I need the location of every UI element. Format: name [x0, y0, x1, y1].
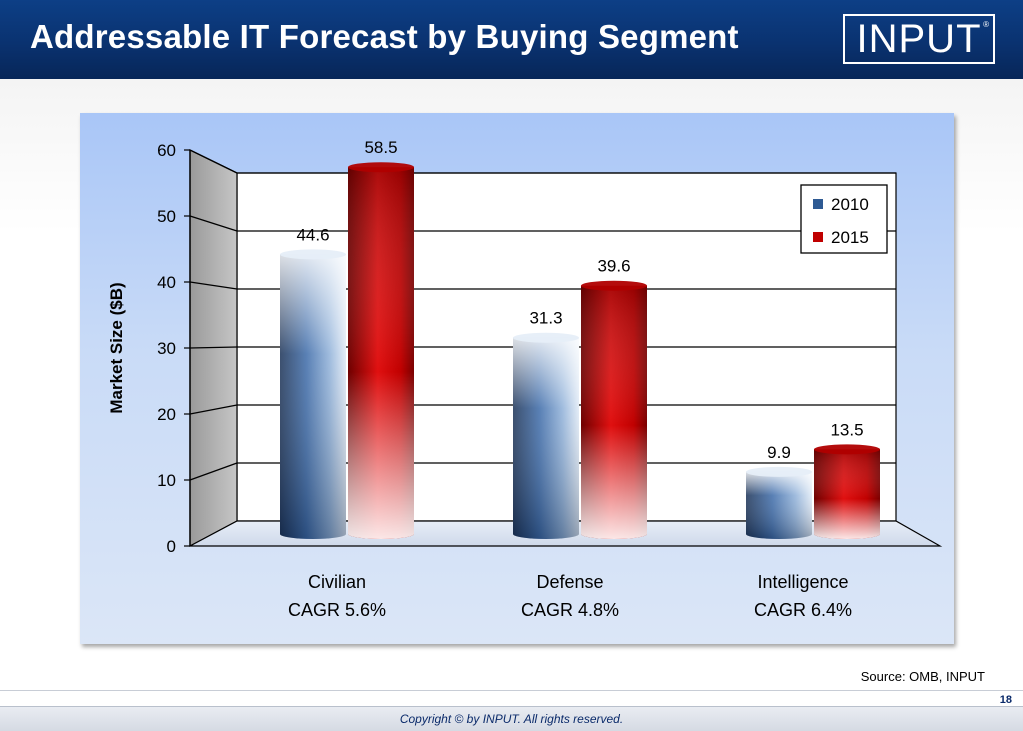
data-label: 31.3 [529, 309, 562, 328]
data-label: 13.5 [830, 420, 863, 439]
category-label: Civilian [308, 572, 366, 592]
logo-text: INPUT [856, 17, 982, 61]
legend-label-2010: 2010 [831, 195, 869, 214]
page-number: 18 [999, 694, 1012, 706]
bar-2010-2-shade [746, 471, 812, 539]
slide-title: Addressable IT Forecast by Buying Segmen… [30, 18, 739, 55]
gridline-side [189, 346, 238, 349]
category-label: Intelligence [757, 572, 848, 592]
bar-2015-1-cap [581, 280, 647, 291]
legend-label-2015: 2015 [831, 228, 869, 247]
category-label: CAGR 4.8% [521, 600, 619, 620]
bar-2015-2-shade [814, 449, 880, 539]
y-tick-label: 10 [157, 471, 176, 490]
data-label: 9.9 [767, 443, 791, 462]
y-tick-label: 50 [157, 207, 176, 226]
bar-2010-0-shade [280, 254, 346, 539]
gridline-side [189, 462, 238, 481]
gridline-side [189, 281, 238, 290]
category-label: CAGR 5.6% [288, 600, 386, 620]
bar-2010-0-cap [280, 249, 346, 260]
bar-2015-1-shade [581, 285, 647, 539]
data-label: 39.6 [597, 257, 630, 276]
bar-2010-2-cap [746, 466, 812, 477]
data-label: 58.5 [364, 138, 397, 157]
category-label: CAGR 6.4% [754, 600, 852, 620]
category-label: Defense [536, 572, 603, 592]
y-tick-label: 60 [157, 141, 176, 160]
input-logo: INPUT ® [843, 14, 995, 64]
copyright-text: Copyright © by INPUT. All rights reserve… [399, 712, 624, 726]
slide-footer [0, 706, 1023, 731]
y-tick-label: 20 [157, 405, 176, 424]
y-axis-title: Market Size ($B) [107, 282, 126, 413]
y-tick-label: 0 [167, 537, 176, 556]
footer-divider [0, 690, 1023, 691]
bar-2010-1-shade [513, 337, 579, 539]
bar-2015-2-cap [814, 444, 880, 455]
gridline-side [189, 404, 238, 415]
y-tick-label: 40 [157, 273, 176, 292]
source-note: Source: OMB, INPUT [860, 669, 985, 684]
bar-2010-1-cap [513, 332, 579, 343]
logo-registered-mark: ® [983, 20, 989, 29]
gridline-side [189, 149, 238, 174]
bar-2015-0-cap [348, 162, 414, 173]
bar-chart: 0 10 20 30 40 50 60 Market Size ($B) 44.6 58.5 Civ… [107, 138, 943, 620]
legend-swatch-2010 [813, 199, 823, 209]
slide-header: Addressable IT Forecast by Buying Segmen… [0, 0, 1023, 79]
legend-swatch-2015 [813, 232, 823, 242]
gridline-side [189, 215, 238, 232]
data-label: 44.6 [296, 225, 329, 244]
y-tick-label: 30 [157, 339, 176, 358]
bar-2015-0-shade [348, 167, 414, 539]
